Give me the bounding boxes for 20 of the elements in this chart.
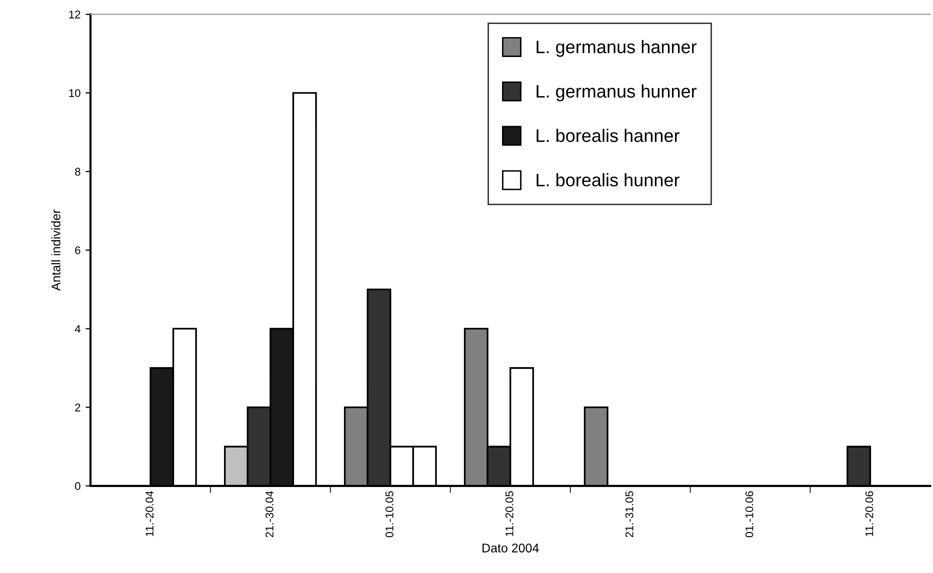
legend-label: L. borealis hanner [536,128,680,142]
y-tick-label: 4 [74,325,80,333]
x-tick-label: 11.-20.04 [146,491,154,536]
y-tick-label: 10 [69,89,80,98]
y-tick-label: 2 [75,404,80,412]
x-axis-title: Dato 2004 [482,544,539,552]
y-axis-title: Antall individer [51,210,60,291]
x-tick-label: 11.-20.05 [505,491,514,536]
x-tick-label: 01.-10.06 [745,491,754,538]
legend-label: L. germanus hunner [536,84,697,102]
x-tick-label: 21.-30.04 [266,491,274,538]
y-tick-label: 8 [75,168,80,176]
x-tick-label: 01.-10.05 [386,491,394,538]
y-tick-label: 6 [75,246,80,254]
y-tick-label: 12 [69,10,80,18]
legend-label: L. borealis hunner [536,173,680,186]
x-tick-label: 21.-31.05 [625,491,634,538]
legend-label: L. germanus hanner [536,40,697,57]
y-tick-label: 0 [75,482,80,490]
x-tick-label: 11.-20.06 [865,491,874,536]
